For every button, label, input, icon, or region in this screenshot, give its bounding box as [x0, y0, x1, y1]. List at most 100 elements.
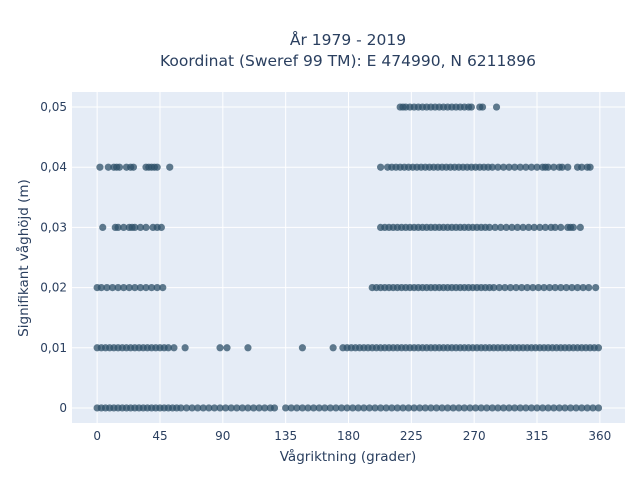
data-point	[349, 404, 357, 412]
data-point	[566, 404, 575, 412]
data-point	[282, 404, 290, 412]
data-point	[555, 404, 563, 412]
data-point	[529, 283, 537, 292]
data-point	[569, 223, 577, 232]
data-point	[136, 283, 145, 292]
data-point	[410, 404, 418, 412]
y-axis-tick-labels: 0 0,01 0,02 0,03 0,04 0,05	[40, 100, 67, 415]
data-point	[233, 404, 241, 412]
data-point	[365, 404, 374, 412]
data-point	[516, 163, 524, 171]
data-point	[505, 404, 513, 412]
data-point	[525, 223, 533, 232]
data-point	[518, 283, 526, 292]
data-point	[578, 163, 586, 171]
x-tick-label: 45	[152, 429, 167, 443]
data-point	[564, 163, 572, 171]
data-point	[533, 163, 541, 171]
data-point	[578, 404, 586, 412]
data-point	[360, 404, 368, 412]
data-point	[393, 404, 401, 412]
data-point	[460, 404, 469, 412]
data-point	[444, 404, 452, 412]
data-point	[522, 163, 530, 171]
data-point	[545, 283, 554, 292]
data-point	[205, 404, 213, 412]
data-point	[505, 163, 513, 171]
data-point	[170, 344, 178, 352]
data-point	[148, 283, 156, 292]
data-point	[181, 344, 189, 352]
x-tick-label: 270	[463, 429, 486, 443]
data-point	[568, 283, 576, 292]
data-point	[421, 404, 429, 412]
data-point	[438, 404, 446, 412]
data-point	[541, 223, 550, 232]
data-point	[354, 404, 362, 412]
x-axis-tick-labels: 0 45 90 135 180 225 270 315 360	[93, 429, 611, 443]
data-point	[485, 223, 494, 232]
data-point	[527, 404, 536, 412]
data-point	[523, 283, 531, 292]
data-point	[223, 344, 231, 352]
x-tick-label: 0	[93, 429, 101, 443]
data-point	[427, 404, 435, 412]
data-point	[497, 223, 505, 232]
data-point	[586, 163, 594, 171]
data-point	[114, 283, 122, 292]
data-point	[544, 163, 552, 171]
data-point	[404, 404, 413, 412]
data-point	[512, 283, 520, 292]
y-axis-title: Signifikant våghöjd (m)	[15, 179, 32, 337]
data-point	[579, 283, 587, 292]
data-point	[488, 404, 496, 412]
data-point	[343, 404, 351, 412]
data-point	[534, 283, 543, 292]
data-point	[432, 404, 441, 412]
x-axis-title: Vågriktning (grader)	[280, 448, 417, 465]
data-point	[416, 404, 424, 412]
data-point	[562, 283, 570, 292]
data-point	[557, 283, 565, 292]
data-point	[551, 283, 559, 292]
data-point	[298, 344, 307, 352]
data-point	[499, 404, 508, 412]
data-point	[177, 404, 185, 412]
data-point	[103, 283, 111, 292]
data-point	[131, 223, 139, 232]
data-point	[467, 103, 475, 111]
data-point	[332, 404, 340, 412]
data-point	[249, 404, 258, 412]
data-point	[544, 404, 552, 412]
data-point	[329, 344, 337, 352]
data-point	[321, 404, 329, 412]
data-point	[488, 163, 496, 171]
data-point	[483, 404, 491, 412]
data-point	[471, 404, 480, 412]
data-point	[495, 283, 503, 292]
y-tick-label: 0,03	[40, 220, 67, 234]
data-point	[153, 163, 161, 171]
data-point	[539, 404, 547, 412]
data-point	[164, 344, 172, 352]
data-point	[120, 283, 128, 292]
data-point	[477, 404, 485, 412]
data-point	[153, 283, 161, 292]
data-point	[399, 404, 407, 412]
data-point	[97, 283, 105, 292]
data-point	[550, 163, 558, 171]
data-point	[227, 404, 235, 412]
data-point	[304, 404, 312, 412]
data-point	[511, 404, 519, 412]
data-point	[530, 223, 538, 232]
data-point	[583, 404, 591, 412]
data-point	[561, 404, 569, 412]
data-point	[315, 404, 323, 412]
data-point	[166, 163, 174, 171]
x-tick-label: 360	[588, 429, 611, 443]
data-point	[494, 404, 502, 412]
data-point	[511, 163, 519, 171]
data-point	[293, 404, 301, 412]
data-point	[244, 404, 252, 412]
